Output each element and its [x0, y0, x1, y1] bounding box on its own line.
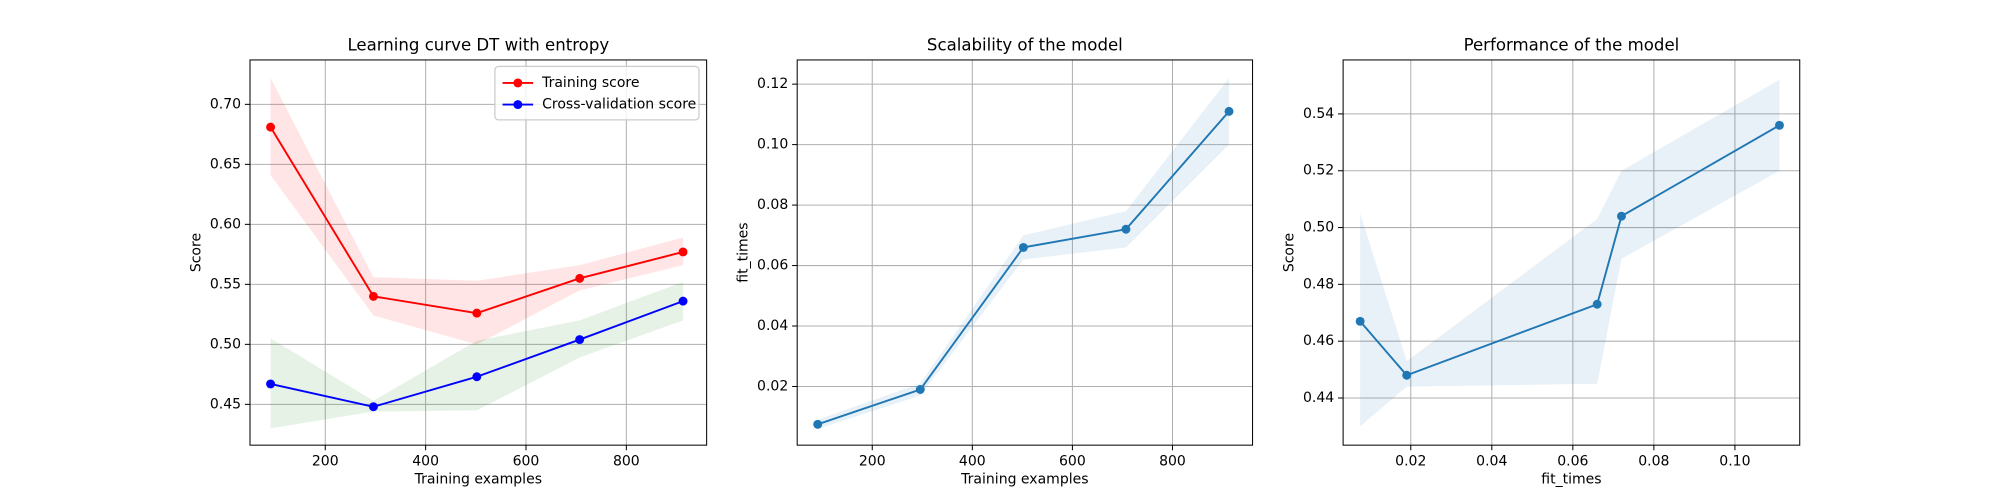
marker — [1121, 224, 1131, 234]
axes-frame — [249, 59, 708, 446]
axes: 200 400 600 800 0.02 0.04 0.06 0.08 0.10 0.12 Scal… — [736, 35, 1254, 488]
axes: 0.02 0.04 0.06 0.08 0.10 0.44 0.46 0.48 0.50 0.52… — [1282, 35, 1801, 488]
marker — [678, 247, 688, 257]
y-tick-label: 0.04 — [757, 318, 788, 334]
x-tick-label: 400 — [412, 454, 439, 470]
marker — [266, 122, 276, 132]
x-tick-label: 800 — [1159, 454, 1186, 470]
y-tick-label: 0.60 — [210, 216, 241, 232]
x-tick-label: 200 — [312, 454, 339, 470]
x-tick-label: 0.04 — [1476, 454, 1507, 470]
plot-area — [797, 59, 1253, 446]
y-axis-label: Score — [1282, 233, 1298, 272]
legend-box — [494, 65, 700, 121]
marker — [915, 385, 925, 394]
confidence-band — [817, 78, 1230, 429]
marker — [1018, 242, 1028, 252]
marker — [813, 419, 823, 429]
x-tick-label: 600 — [1059, 454, 1086, 470]
marker — [1592, 299, 1602, 309]
legend-marker — [513, 78, 523, 88]
axes-frame — [1342, 59, 1801, 446]
axes-frame — [796, 59, 1254, 446]
marker — [1402, 370, 1412, 380]
marker — [368, 291, 378, 301]
y-tick-label: 0.50 — [1303, 220, 1334, 236]
legend-label: Cross-validation score — [542, 97, 696, 113]
x-tick-label: 400 — [959, 454, 986, 470]
chart-title: Scalability of the model — [927, 35, 1123, 54]
marker — [266, 379, 276, 389]
y-axis-label: Score — [188, 233, 204, 272]
y-axis-label: fit_times — [736, 222, 752, 282]
marker — [1224, 106, 1234, 116]
x-tick-label: 0.06 — [1557, 454, 1588, 470]
y-tick-label: 0.12 — [757, 76, 788, 92]
x-tick-label: 0.08 — [1638, 454, 1669, 470]
marker — [575, 335, 585, 345]
marker — [368, 402, 378, 412]
legend-label: Training score — [541, 75, 639, 91]
marker — [575, 273, 585, 283]
x-axis-label: Training examples — [414, 472, 542, 488]
confidence-band — [270, 281, 684, 429]
y-tick-label: 0.44 — [1303, 390, 1334, 406]
marker — [1775, 120, 1784, 130]
x-tick-label: 0.02 — [1395, 454, 1426, 470]
y-tick-label: 0.08 — [757, 197, 788, 213]
marker — [1617, 211, 1626, 221]
y-tick-label: 0.70 — [210, 96, 241, 112]
x-tick-label: 200 — [859, 454, 886, 470]
y-tick-label: 0.55 — [210, 276, 241, 292]
marker — [472, 372, 482, 382]
x-tick-label: 600 — [513, 454, 540, 470]
confidence-band — [1360, 79, 1780, 427]
y-tick-label: 0.50 — [210, 336, 241, 352]
plot-area — [1343, 59, 1800, 446]
y-tick-label: 0.46 — [1303, 333, 1334, 349]
y-tick-label: 0.06 — [757, 258, 788, 274]
chart-title: Performance of the model — [1464, 35, 1680, 54]
x-axis-label: fit_times — [1541, 472, 1601, 488]
x-tick-label: 0.10 — [1719, 454, 1750, 470]
marker — [472, 308, 482, 318]
chart-title: Learning curve DT with entropy — [347, 35, 609, 54]
x-axis-label: Training examples — [960, 472, 1088, 488]
y-tick-label: 0.45 — [210, 396, 241, 412]
y-tick-label: 0.65 — [210, 156, 241, 172]
legend-marker — [513, 100, 523, 110]
y-tick-label: 0.02 — [757, 378, 788, 394]
x-tick-label: 800 — [613, 454, 640, 470]
y-tick-label: 0.48 — [1303, 276, 1334, 292]
legend: Training score Cross-validation score — [494, 65, 700, 121]
marker — [1355, 316, 1365, 326]
y-tick-label: 0.10 — [757, 137, 788, 153]
y-tick-label: 0.52 — [1303, 163, 1334, 179]
y-tick-label: 0.54 — [1303, 106, 1334, 122]
marker — [678, 296, 688, 306]
axes: 200 400 600 800 0.45 0.50 0.55 0.60 0.65 0.70 Lear… — [188, 35, 708, 488]
